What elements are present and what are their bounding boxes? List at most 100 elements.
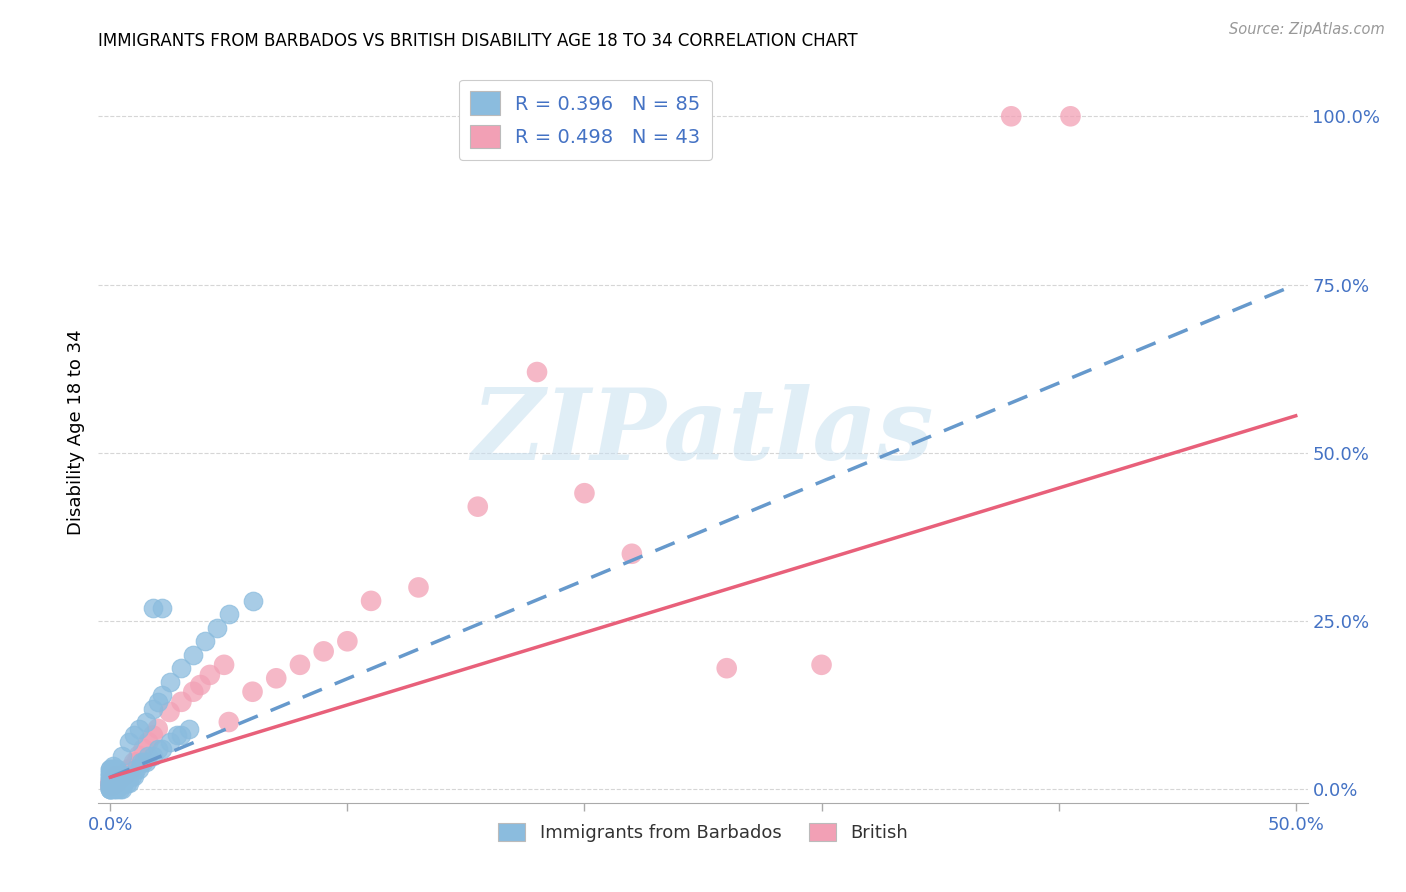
Point	[128, 722, 150, 736]
Point	[98, 762, 121, 776]
Point	[101, 775, 124, 789]
Point	[115, 775, 138, 789]
Point	[104, 779, 127, 793]
Point	[108, 782, 131, 797]
Point	[128, 748, 150, 763]
Point	[98, 765, 121, 780]
Text: IMMIGRANTS FROM BARBADOS VS BRITISH DISABILITY AGE 18 TO 34 CORRELATION CHART: IMMIGRANTS FROM BARBADOS VS BRITISH DISA…	[98, 32, 858, 50]
Point	[101, 758, 124, 772]
Point	[194, 634, 217, 648]
Point	[152, 688, 174, 702]
Point	[181, 685, 204, 699]
Point	[98, 782, 121, 797]
Point	[101, 779, 124, 793]
Point	[108, 775, 131, 789]
Point	[467, 500, 489, 514]
Point	[108, 779, 131, 793]
Point	[101, 769, 124, 783]
Point	[152, 742, 174, 756]
Point	[128, 762, 150, 776]
Point	[98, 772, 121, 787]
Point	[526, 365, 548, 379]
Point	[98, 772, 121, 787]
Point	[336, 634, 359, 648]
Point	[170, 661, 193, 675]
Point	[159, 674, 181, 689]
Point	[125, 762, 148, 776]
Point	[111, 769, 134, 783]
Point	[114, 775, 136, 789]
Point	[810, 657, 832, 672]
Point	[101, 779, 124, 793]
Text: Source: ZipAtlas.com: Source: ZipAtlas.com	[1229, 22, 1385, 37]
Point	[312, 644, 335, 658]
Point	[118, 769, 141, 783]
Point	[177, 722, 200, 736]
Point	[205, 621, 228, 635]
Point	[114, 769, 136, 783]
Point	[360, 594, 382, 608]
Point	[98, 775, 121, 789]
Point	[98, 765, 121, 780]
Point	[159, 705, 181, 719]
Point	[620, 547, 643, 561]
Point	[111, 748, 134, 763]
Point	[118, 775, 141, 789]
Point	[121, 769, 143, 783]
Point	[1059, 109, 1081, 123]
Point	[98, 779, 121, 793]
Point	[142, 729, 165, 743]
Point	[111, 782, 134, 797]
Point	[111, 775, 134, 789]
Point	[408, 581, 430, 595]
Point	[136, 735, 159, 749]
Point	[574, 486, 596, 500]
Point	[121, 762, 143, 776]
Point	[142, 600, 165, 615]
Point	[98, 769, 121, 783]
Point	[104, 775, 127, 789]
Point	[98, 779, 121, 793]
Point	[136, 748, 159, 763]
Point	[146, 742, 169, 756]
Point	[105, 782, 128, 797]
Point	[101, 772, 124, 787]
Point	[98, 779, 121, 793]
Point	[101, 782, 124, 797]
Point	[132, 742, 155, 756]
Point	[242, 685, 264, 699]
Point	[105, 775, 128, 789]
Point	[98, 775, 121, 789]
Point	[98, 775, 121, 789]
Point	[159, 735, 181, 749]
Point	[111, 769, 134, 783]
Point	[98, 782, 121, 797]
Point	[108, 772, 131, 787]
Point	[135, 756, 157, 770]
Point	[104, 782, 127, 797]
Point	[98, 775, 121, 789]
Point	[181, 648, 204, 662]
Point	[142, 748, 165, 763]
Point	[118, 735, 141, 749]
Point	[166, 729, 188, 743]
Point	[104, 762, 127, 776]
Point	[105, 779, 128, 793]
Y-axis label: Disability Age 18 to 34: Disability Age 18 to 34	[66, 330, 84, 535]
Point	[105, 769, 128, 783]
Point	[104, 769, 127, 783]
Point	[104, 769, 127, 783]
Point	[122, 769, 145, 783]
Point	[118, 762, 141, 776]
Point	[146, 695, 169, 709]
Point	[135, 714, 157, 729]
Point	[242, 594, 264, 608]
Point	[98, 769, 121, 783]
Point	[288, 657, 311, 672]
Point	[105, 762, 128, 776]
Point	[122, 756, 145, 770]
Point	[146, 722, 169, 736]
Point	[98, 775, 121, 789]
Point	[101, 772, 124, 787]
Point	[716, 661, 738, 675]
